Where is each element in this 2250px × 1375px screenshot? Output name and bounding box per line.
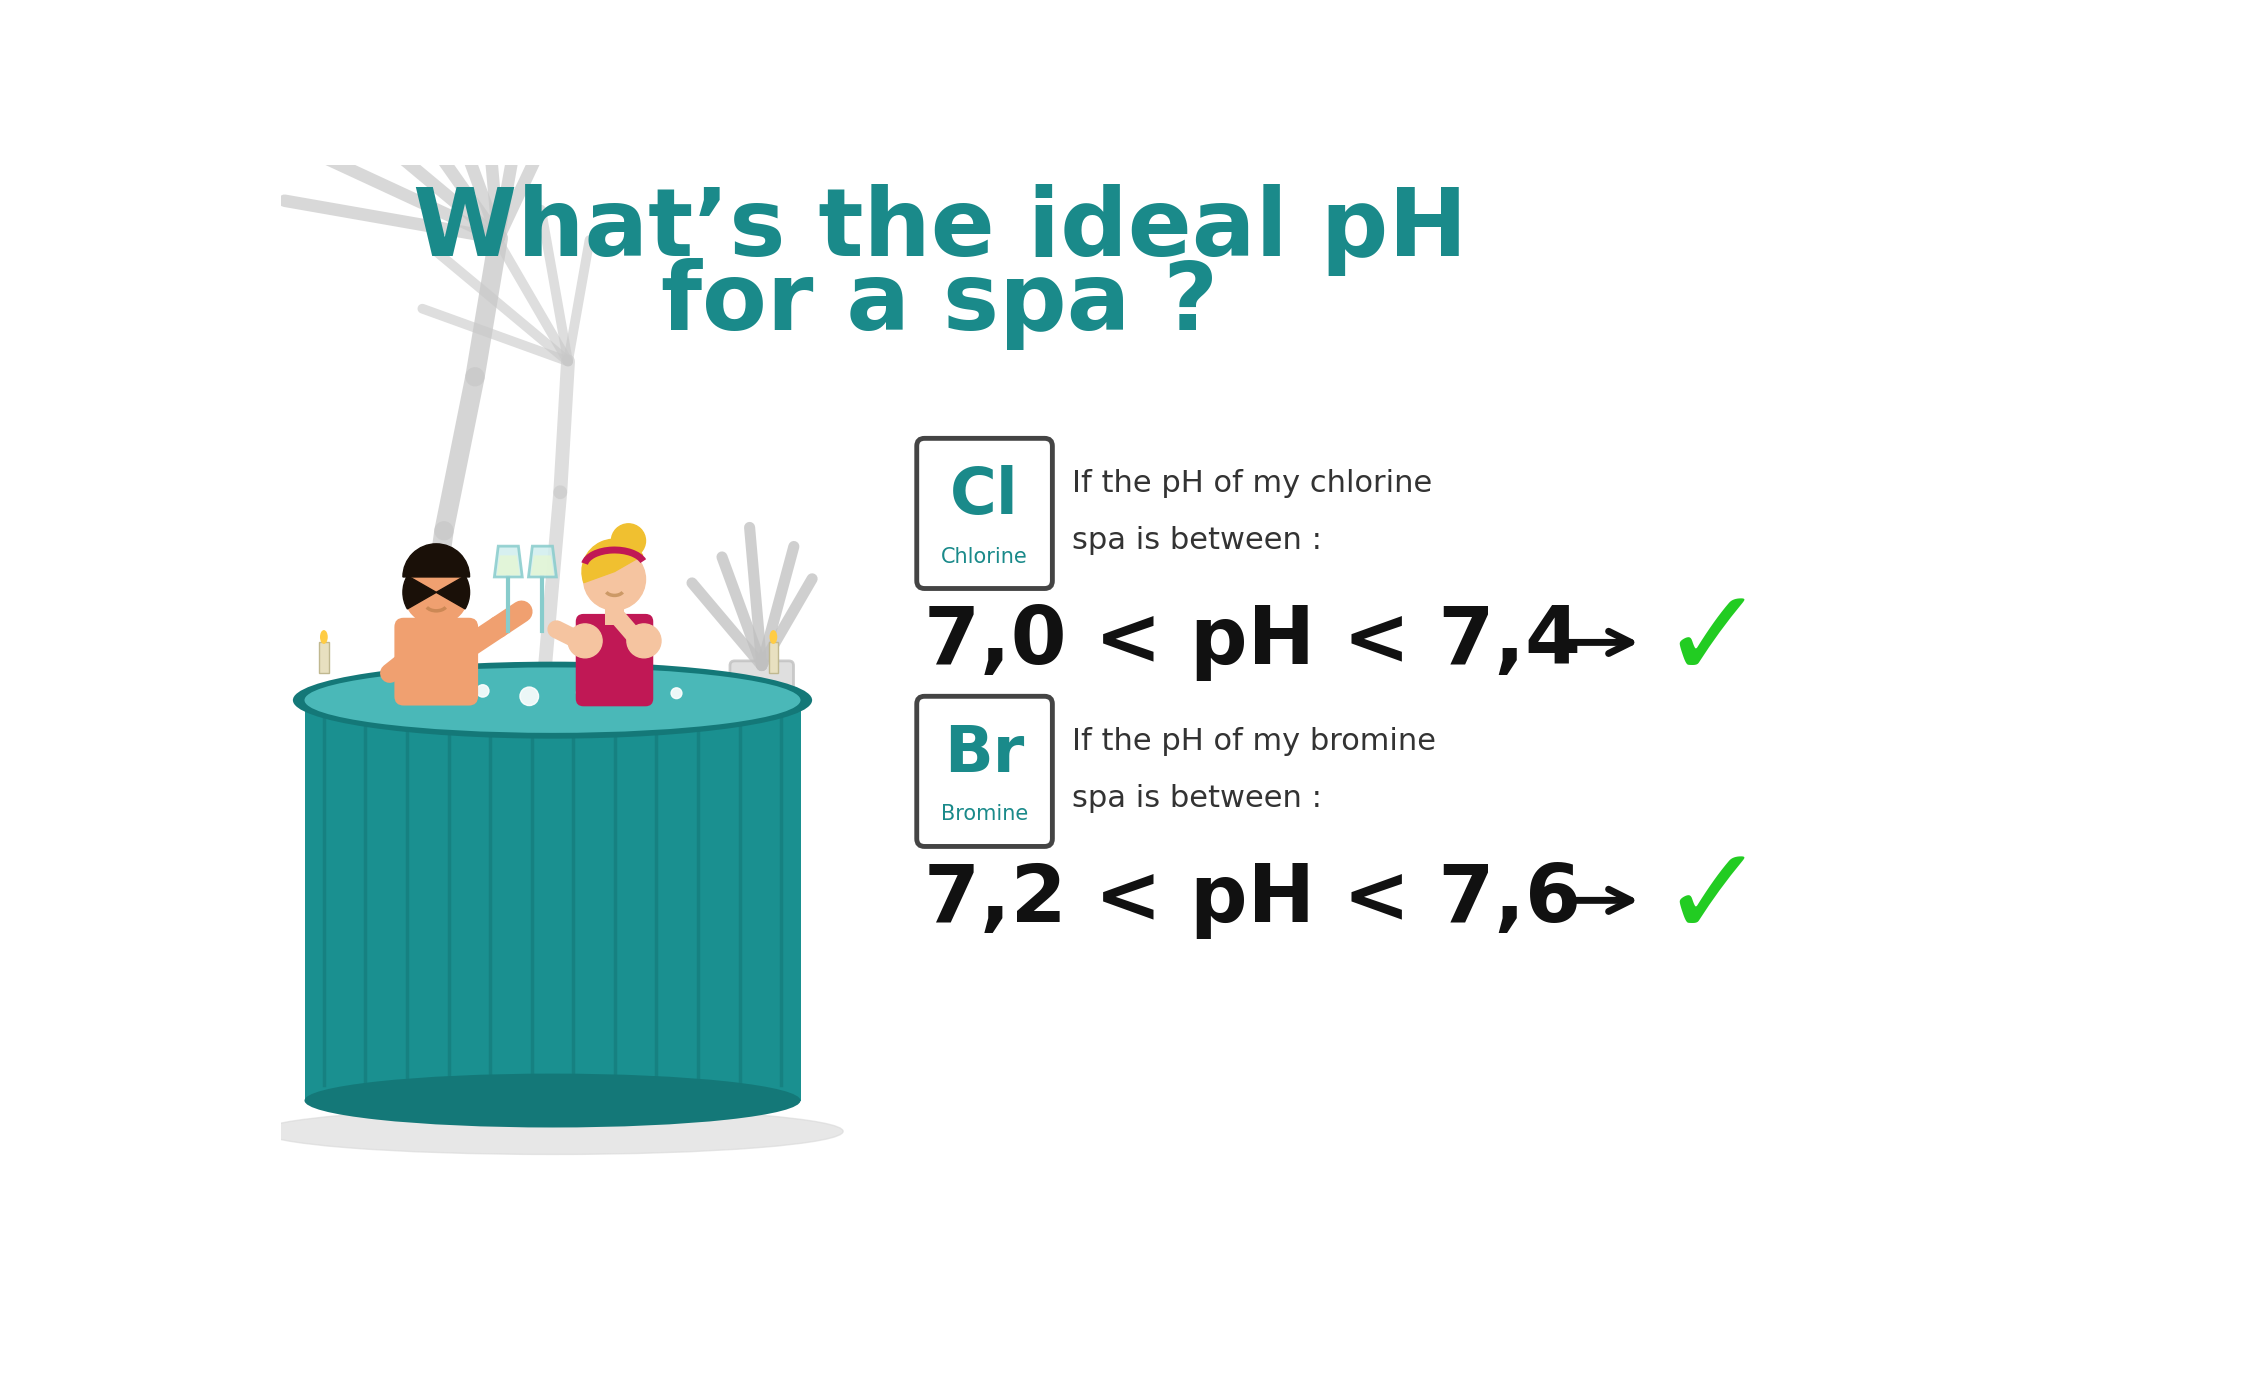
Text: What’s the ideal pH: What’s the ideal pH (412, 184, 1467, 276)
Polygon shape (529, 546, 556, 578)
FancyBboxPatch shape (916, 439, 1053, 588)
Text: spa is between :: spa is between : (1071, 784, 1321, 813)
Ellipse shape (319, 630, 328, 644)
Bar (605, 604, 623, 626)
Text: spa is between :: spa is between : (1071, 525, 1321, 556)
Text: Cl: Cl (950, 465, 1019, 527)
Ellipse shape (770, 630, 776, 644)
Bar (304, 700, 801, 1100)
Wedge shape (403, 544, 470, 578)
Bar (770, 642, 778, 674)
Circle shape (567, 624, 603, 657)
Polygon shape (531, 556, 554, 575)
Circle shape (576, 686, 590, 700)
Wedge shape (436, 576, 470, 609)
Ellipse shape (304, 667, 801, 733)
Text: for a spa ?: for a spa ? (662, 257, 1220, 349)
Wedge shape (583, 539, 643, 583)
Text: If the pH of my bromine: If the pH of my bromine (1071, 727, 1436, 756)
Text: 7,2 < pH < 7,6: 7,2 < pH < 7,6 (925, 861, 1582, 939)
Circle shape (612, 524, 646, 558)
Text: Bromine: Bromine (940, 804, 1028, 825)
Bar (319, 642, 328, 674)
Text: Br: Br (945, 723, 1024, 785)
Circle shape (436, 686, 452, 701)
Circle shape (670, 688, 682, 698)
Circle shape (403, 560, 468, 624)
Circle shape (628, 624, 662, 657)
Ellipse shape (261, 1108, 844, 1155)
Circle shape (621, 688, 639, 704)
Circle shape (520, 688, 538, 705)
Circle shape (583, 549, 646, 610)
Text: Chlorine: Chlorine (940, 546, 1028, 566)
Polygon shape (495, 546, 522, 578)
Ellipse shape (292, 661, 812, 738)
FancyBboxPatch shape (916, 696, 1053, 847)
Wedge shape (403, 576, 436, 609)
Polygon shape (497, 556, 520, 575)
Text: ✓: ✓ (1660, 840, 1766, 961)
Circle shape (477, 685, 488, 697)
Text: ✓: ✓ (1660, 582, 1766, 703)
Bar (425, 609, 446, 631)
FancyBboxPatch shape (576, 613, 652, 707)
FancyBboxPatch shape (729, 661, 794, 736)
Text: If the pH of my chlorine: If the pH of my chlorine (1071, 469, 1431, 498)
Ellipse shape (304, 1074, 801, 1128)
FancyBboxPatch shape (394, 617, 477, 705)
Text: 7,0 < pH < 7,4: 7,0 < pH < 7,4 (925, 604, 1582, 682)
